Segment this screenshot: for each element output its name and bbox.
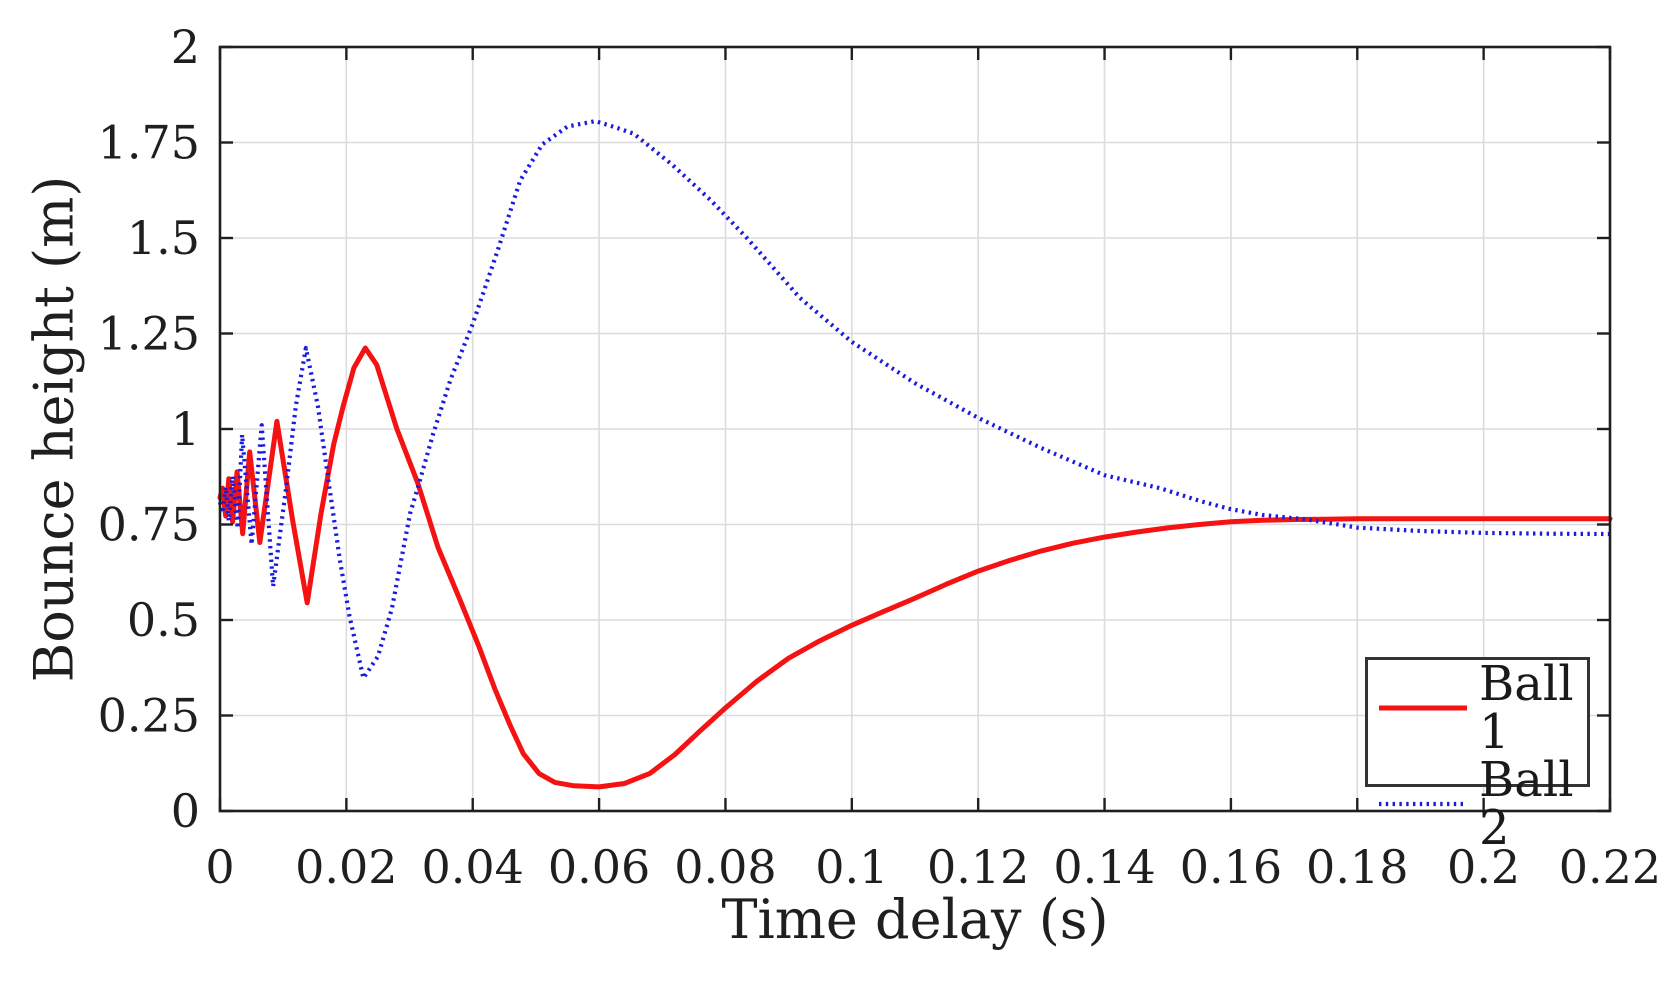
svg-text:0.18: 0.18 — [1306, 840, 1408, 894]
svg-text:0.16: 0.16 — [1180, 840, 1282, 894]
svg-text:0.04: 0.04 — [422, 840, 524, 894]
svg-text:0.1: 0.1 — [815, 840, 888, 894]
legend-line-dotted-icon — [1379, 801, 1467, 807]
svg-text:0.14: 0.14 — [1053, 840, 1155, 894]
legend: Ball 1 Ball 2 — [1365, 657, 1590, 852]
x-axis-label: Time delay (s) — [721, 888, 1109, 951]
series-lines — [217, 119, 1613, 790]
tick-labels: 0 0.02 0.04 0.06 0.08 0.1 0.12 0.14 0.16 0.18 0.2 0… — [98, 20, 1662, 894]
svg-text:1: 1 — [171, 402, 200, 456]
svg-text:0.22: 0.22 — [1559, 840, 1661, 894]
svg-text:1.75: 1.75 — [98, 116, 200, 170]
svg-text:0.25: 0.25 — [98, 689, 200, 743]
svg-text:0.06: 0.06 — [548, 840, 650, 894]
svg-text:1.5: 1.5 — [127, 211, 200, 265]
svg-text:1.25: 1.25 — [98, 307, 200, 361]
legend-line-solid-icon — [1379, 705, 1467, 711]
svg-text:0: 0 — [205, 840, 234, 894]
legend-label-ball2: Ball 2 — [1479, 752, 1574, 856]
svg-text:2: 2 — [171, 20, 200, 74]
legend-label-ball1: Ball 1 — [1479, 656, 1574, 760]
svg-text:0.5: 0.5 — [127, 593, 200, 647]
axes-frame — [218, 45, 1612, 813]
grid-lines — [220, 47, 1610, 811]
svg-text:0.2: 0.2 — [1447, 840, 1520, 894]
svg-text:0.08: 0.08 — [674, 840, 776, 894]
svg-text:0: 0 — [171, 784, 200, 838]
legend-item-ball1: Ball 1 — [1377, 660, 1587, 756]
svg-text:0.75: 0.75 — [98, 498, 200, 552]
svg-text:0.02: 0.02 — [295, 840, 397, 894]
legend-item-ball2: Ball 2 — [1377, 756, 1587, 852]
svg-text:0.12: 0.12 — [927, 840, 1029, 894]
y-axis-label: Bounce height (m) — [22, 175, 86, 683]
